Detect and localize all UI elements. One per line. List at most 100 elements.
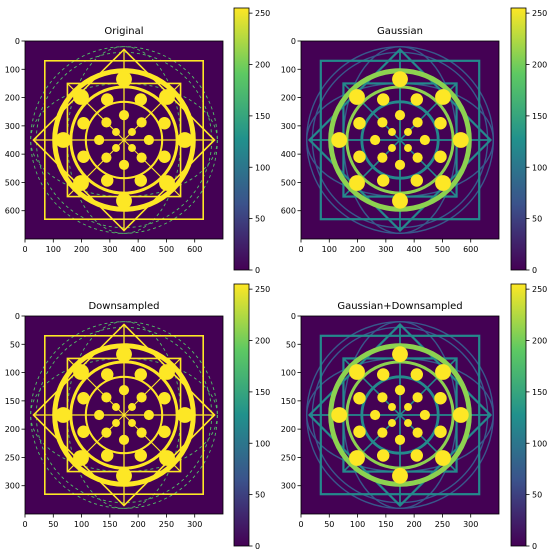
- axes-frame: [24, 40, 224, 240]
- x-tick-label: 0: [22, 245, 27, 254]
- middle-dot: [77, 425, 90, 439]
- big-ring: [52, 343, 196, 487]
- middle-dot: [134, 93, 148, 106]
- center-dot: [388, 128, 396, 136]
- inner-dot: [136, 427, 147, 438]
- center-dot: [112, 403, 120, 411]
- x-tick-label: 50: [324, 520, 334, 529]
- outer-dot: [331, 132, 348, 148]
- inner-dot: [377, 427, 388, 438]
- outer-dot: [73, 175, 89, 191]
- inner-dot: [101, 392, 112, 403]
- y-tick-label: 600: [5, 207, 20, 216]
- colorbar: [510, 283, 527, 547]
- x-tick-label: 250: [159, 520, 174, 529]
- middle-dot: [434, 150, 447, 164]
- colorbar-tick-label: 250: [532, 9, 547, 18]
- inner-ring: [360, 375, 440, 455]
- inner-dot: [118, 434, 130, 445]
- middle-dot: [376, 368, 390, 381]
- middle-dot: [158, 150, 171, 164]
- middle-dot: [410, 93, 424, 106]
- colorbar-tick-label: 50: [255, 215, 265, 224]
- outer-dot: [349, 175, 365, 191]
- colorbar-tick-label: 200: [532, 337, 547, 346]
- x-tick-label: 200: [131, 520, 146, 529]
- center-dot: [128, 128, 136, 136]
- outer-dot: [349, 450, 365, 466]
- middle-dot: [100, 368, 114, 381]
- colorbar-tick-label: 200: [255, 337, 270, 346]
- y-tick-label: 100: [5, 65, 20, 74]
- outer-dot: [159, 364, 175, 380]
- panel-title: Gaussian+Downsampled: [337, 301, 462, 312]
- axes-frame: [24, 315, 224, 515]
- outer-dot: [392, 71, 408, 88]
- inner-dot: [377, 392, 388, 403]
- outer-dot: [349, 89, 365, 105]
- axes-frame: [300, 315, 500, 515]
- panel-title: Downsampled: [88, 301, 159, 312]
- inner-dot: [143, 134, 154, 146]
- y-tick-label: 300: [281, 482, 296, 491]
- colorbar: [233, 7, 250, 271]
- middle-dot: [434, 116, 447, 130]
- inner-ring: [84, 375, 164, 455]
- y-tick-label: 200: [5, 425, 20, 434]
- middle-dot: [100, 93, 114, 106]
- y-tick-label: 200: [281, 425, 296, 434]
- center-dot: [404, 144, 412, 152]
- inner-dot: [394, 159, 406, 170]
- x-tick-label: 150: [378, 520, 393, 529]
- middle-dot: [158, 391, 171, 405]
- axes-frame: [300, 40, 500, 240]
- inner-dot: [394, 385, 406, 396]
- colorbar-tick-label: 150: [532, 388, 547, 397]
- inner-dot: [370, 134, 381, 146]
- outer-dot: [116, 346, 132, 363]
- center-dot: [388, 403, 396, 411]
- middle-dot: [410, 174, 424, 187]
- colorbar-tick-label: 100: [255, 439, 270, 448]
- y-tick-label: 300: [5, 122, 20, 131]
- colorbar-tick-label: 250: [532, 285, 547, 294]
- faint-ellipse: [30, 82, 218, 198]
- center-dot: [404, 128, 412, 136]
- y-tick-label: 200: [5, 94, 20, 103]
- pattern: [305, 320, 495, 510]
- x-tick-label: 300: [463, 520, 478, 529]
- x-tick-label: 300: [102, 245, 117, 254]
- y-tick-label: 150: [281, 397, 296, 406]
- inner-dot: [394, 434, 406, 445]
- middle-dot: [434, 425, 447, 439]
- y-tick-label: 100: [5, 369, 20, 378]
- x-tick-label: 100: [350, 520, 365, 529]
- middle-dot: [158, 425, 171, 439]
- middle-dot: [376, 93, 390, 106]
- y-tick-label: 500: [281, 178, 296, 187]
- inner-dot: [136, 152, 147, 163]
- colorbar: [510, 7, 527, 271]
- outer-dot: [55, 132, 72, 148]
- colorbar-tick-label: 100: [255, 163, 270, 172]
- pattern: [30, 46, 218, 234]
- inner-dot: [412, 427, 423, 438]
- colorbar-tick-label: 150: [532, 112, 547, 121]
- x-tick-label: 100: [46, 245, 61, 254]
- outer-dot: [73, 89, 89, 105]
- colorbar: [233, 283, 250, 547]
- middle-dot: [434, 391, 447, 405]
- center-dot: [112, 128, 120, 136]
- center-dot: [112, 419, 120, 427]
- y-tick-label: 400: [281, 150, 296, 159]
- colorbar-tick-label: 250: [255, 9, 270, 18]
- middle-dot: [410, 368, 424, 381]
- inner-dot: [118, 385, 130, 396]
- inner-dot: [412, 117, 423, 128]
- inner-dot: [118, 110, 130, 121]
- middle-dot: [77, 116, 90, 130]
- outer-dot: [159, 89, 175, 105]
- center-dot: [128, 144, 136, 152]
